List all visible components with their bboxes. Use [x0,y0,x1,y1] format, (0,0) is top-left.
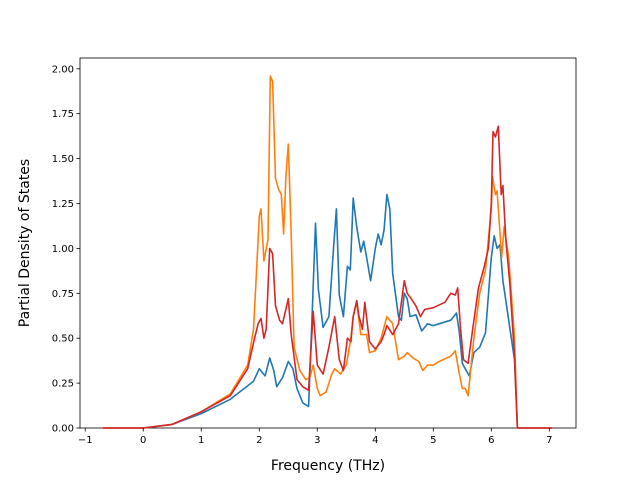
x-tick-label: 1 [198,435,204,446]
plot-frame [79,57,577,429]
y-tick-label: 2.00 [52,64,74,75]
plot-area [79,57,577,429]
y-tick-label: 0.00 [52,424,74,435]
x-axis: −1 0 1 2 3 4 5 6 7 [78,428,553,446]
x-tick-label: 6 [488,435,494,446]
series-line-1 [102,193,553,429]
y-tick-label: 0.75 [52,289,74,300]
y-tick-label: 1.00 [52,244,74,255]
y-tick-label: 1.25 [52,199,74,210]
x-tick-label: 5 [430,435,436,446]
y-axis-label: Partial Density of States [17,159,33,327]
y-axis: 0.00 0.25 0.50 0.75 1.00 1.25 1.50 1.75 2.00 [52,64,80,435]
x-tick-label: −1 [78,435,93,446]
x-tick-label: 2 [256,435,262,446]
y-tick-label: 0.25 [52,379,74,390]
series-line-3 [102,125,553,429]
x-tick-label: 3 [314,435,320,446]
y-tick-label: 1.50 [52,154,74,165]
series-line-2 [102,75,553,429]
x-tick-label: 0 [140,435,146,446]
y-tick-label: 1.75 [52,109,74,120]
series-layer [102,75,553,429]
x-axis-label: Frequency (THz) [271,458,385,474]
x-tick-label: 4 [372,435,378,446]
y-tick-label: 0.50 [52,334,74,345]
x-tick-label: 7 [546,435,552,446]
